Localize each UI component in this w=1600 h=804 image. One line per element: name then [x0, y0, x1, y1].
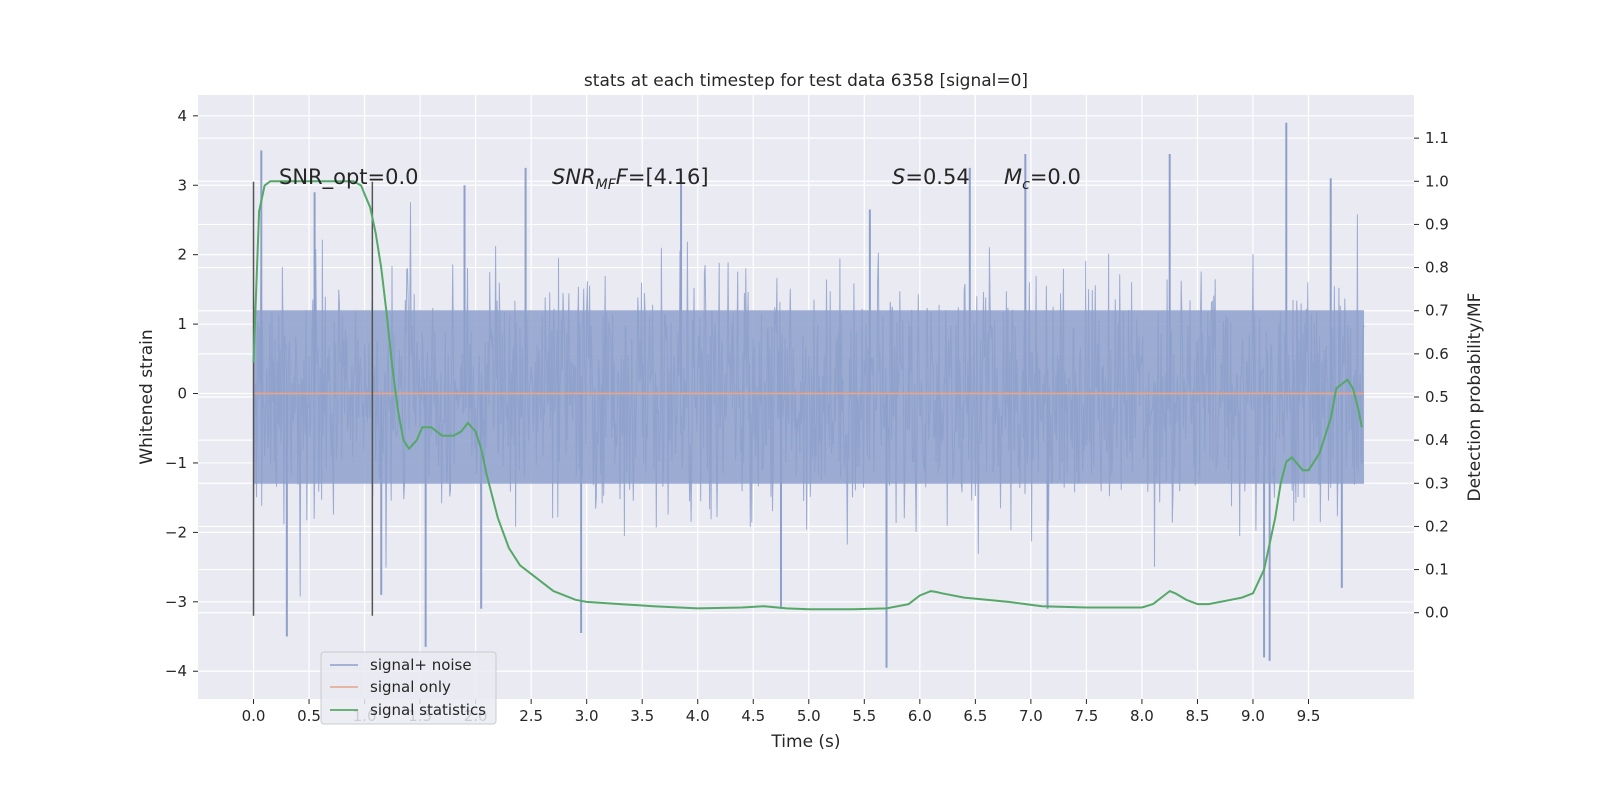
annotation-s-value: =0.54 [905, 165, 969, 189]
y-tick-label-1: −3 [165, 593, 187, 611]
y-tick-label-8: 4 [177, 107, 187, 125]
right-y-tick-label-2: 0.2 [1425, 517, 1449, 535]
right-y-axis-ticks: 0.0 0.1 0.2 0.3 0.4 0.5 0.6 0.7 0.8 0.9 1.0 1.1 [1414, 129, 1449, 622]
legend-label-signal-noise: signal+ noise [370, 656, 472, 674]
signal-noise-series [253, 122, 1365, 668]
y-tick-label-5: 1 [177, 315, 187, 333]
legend-label-signal-only: signal only [370, 678, 451, 696]
annotation-snr-mf-subscript: MF [596, 177, 617, 193]
right-y-axis-label: Detection probability/MF [1465, 293, 1485, 502]
x-tick-label-7: 3.5 [630, 707, 654, 725]
y-tick-label-0: −4 [165, 662, 187, 680]
annotation-mc-symbol: M [1004, 165, 1022, 189]
x-tick-label-1: 0.5 [297, 707, 321, 725]
right-y-tick-label-5: 0.5 [1425, 388, 1449, 406]
right-y-tick-label-8: 0.8 [1425, 259, 1449, 277]
legend: signal+ noise signal only signal statist… [320, 651, 497, 725]
right-y-tick-label-9: 0.9 [1425, 215, 1449, 233]
x-tick-label-9: 4.5 [741, 707, 765, 725]
x-tick-label-8: 4.0 [686, 707, 710, 725]
y-tick-label-6: 2 [177, 246, 187, 264]
right-y-tick-label-10: 1.0 [1425, 172, 1449, 190]
x-tick-label-19: 9.5 [1297, 707, 1321, 725]
right-y-tick-label-7: 0.7 [1425, 302, 1449, 320]
x-tick-label-12: 6.0 [908, 707, 932, 725]
x-tick-label-11: 5.5 [852, 707, 876, 725]
legend-box [320, 651, 497, 725]
right-y-tick-label-3: 0.3 [1425, 474, 1449, 492]
right-y-tick-label-4: 0.4 [1425, 431, 1449, 449]
y-tick-label-3: −1 [165, 454, 187, 472]
right-y-tick-label-0: 0.0 [1425, 604, 1449, 622]
annotation-mc: Mc=0.0 [1004, 165, 1081, 193]
annotation-mc-subscript: c [1022, 177, 1030, 193]
right-y-tick-label-11: 1.1 [1425, 129, 1449, 147]
x-tick-label-14: 7.0 [1019, 707, 1043, 725]
x-tick-label-10: 5.0 [797, 707, 821, 725]
annotation-snr-mf-symbol: SNR [552, 165, 596, 189]
right-y-tick-label-1: 0.1 [1425, 561, 1449, 579]
annotation-snr-mf-value: =[4.16] [628, 165, 709, 189]
legend-label-signal-statistics: signal statistics [370, 701, 486, 719]
y-axis-ticks: −4 −3 −2 −1 0 1 2 3 4 [165, 107, 198, 680]
vertical-markers [252, 181, 374, 616]
right-y-tick-label-6: 0.6 [1425, 345, 1449, 363]
annotation-snr-opt: SNR_opt=0.0 [279, 165, 419, 190]
x-tick-label-18: 9.0 [1241, 707, 1265, 725]
signal-statistics-series [252, 180, 1363, 611]
x-axis-label: Time (s) [770, 732, 840, 752]
x-tick-label-15: 7.5 [1074, 707, 1098, 725]
x-tick-label-17: 8.5 [1186, 707, 1210, 725]
chart-title: stats at each timestep for test data 635… [584, 71, 1028, 91]
annotation-s: S=0.54 [892, 165, 970, 189]
signal-statistics-line [252, 180, 1363, 611]
x-tick-label-0: 0.0 [242, 707, 266, 725]
annotation-snr-mf: SNRMFF=[4.16] [552, 165, 709, 193]
x-tick-label-5: 2.5 [519, 707, 543, 725]
y-axis-label: Whitened strain [137, 329, 157, 464]
x-tick-label-16: 8.0 [1130, 707, 1154, 725]
annotation-s-symbol: S [892, 165, 905, 189]
annotation-mc-value: =0.0 [1030, 165, 1081, 189]
y-tick-label-4: 0 [177, 385, 187, 403]
y-tick-label-7: 3 [177, 176, 187, 194]
x-tick-label-13: 6.5 [963, 707, 987, 725]
y-tick-label-2: −2 [165, 523, 187, 541]
x-tick-label-6: 3.0 [575, 707, 599, 725]
noise-trace [253, 202, 1365, 597]
